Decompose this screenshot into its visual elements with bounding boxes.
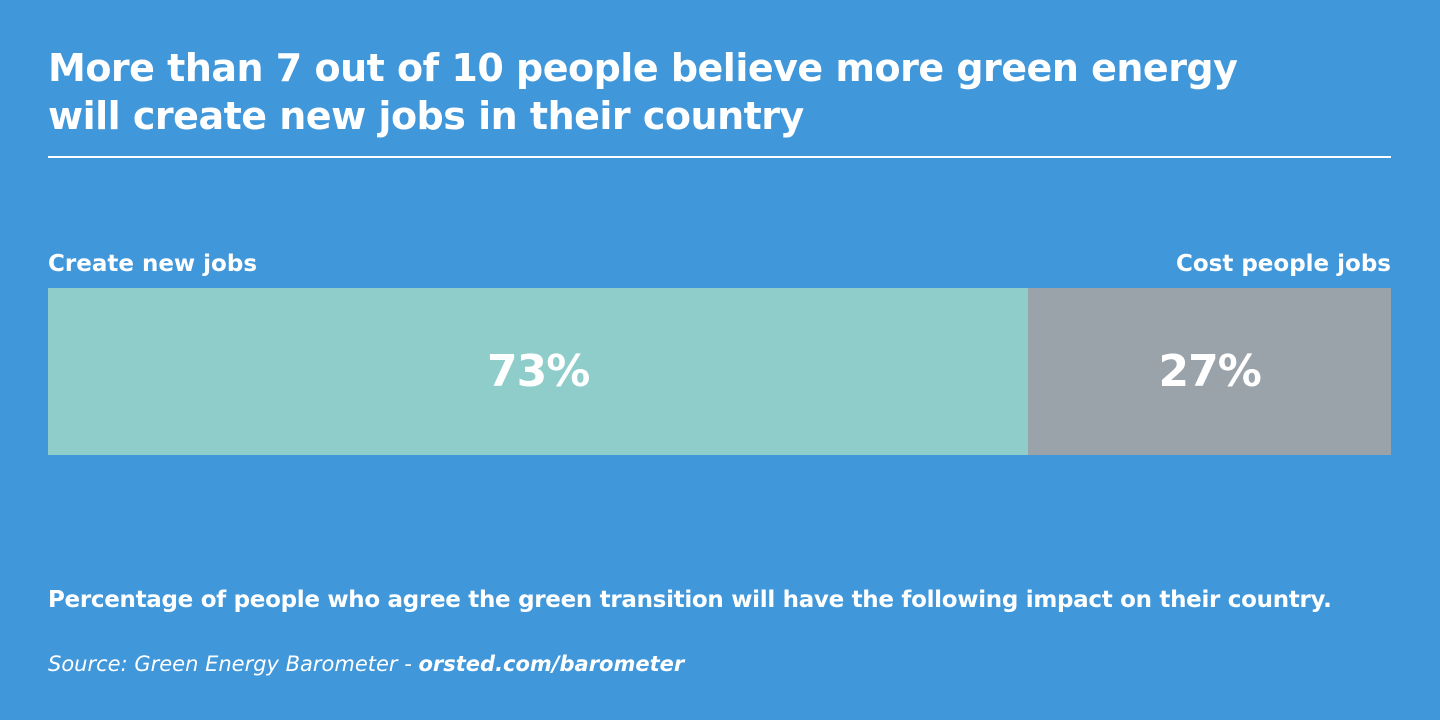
chart-title-line-1: More than 7 out of 10 people believe mor… xyxy=(48,46,1238,90)
create-new-jobs-value: 73% xyxy=(487,346,590,397)
chart-title-line-2: will create new jobs in their country xyxy=(48,94,804,138)
create-new-jobs-label: Create new jobs xyxy=(48,251,258,277)
create-new-jobs-segment: 73% xyxy=(48,288,1029,455)
title-divider xyxy=(48,156,1391,158)
source-text: Source: Green Energy Barometer - xyxy=(48,652,419,676)
chart-caption: Percentage of people who agree the green… xyxy=(48,587,1332,613)
cost-people-jobs-value: 27% xyxy=(1158,346,1262,397)
chart-title: More than 7 out of 10 people believe mor… xyxy=(48,44,1248,140)
cost-people-jobs-label: Cost people jobs xyxy=(1175,251,1391,277)
stacked-bar: 73% 27% xyxy=(48,288,1391,455)
source-link[interactable]: orsted.com/barometer xyxy=(418,652,685,676)
source-line: Source: Green Energy Barometer - orsted.… xyxy=(48,650,684,678)
cost-people-jobs-segment: 27% xyxy=(1028,288,1391,455)
